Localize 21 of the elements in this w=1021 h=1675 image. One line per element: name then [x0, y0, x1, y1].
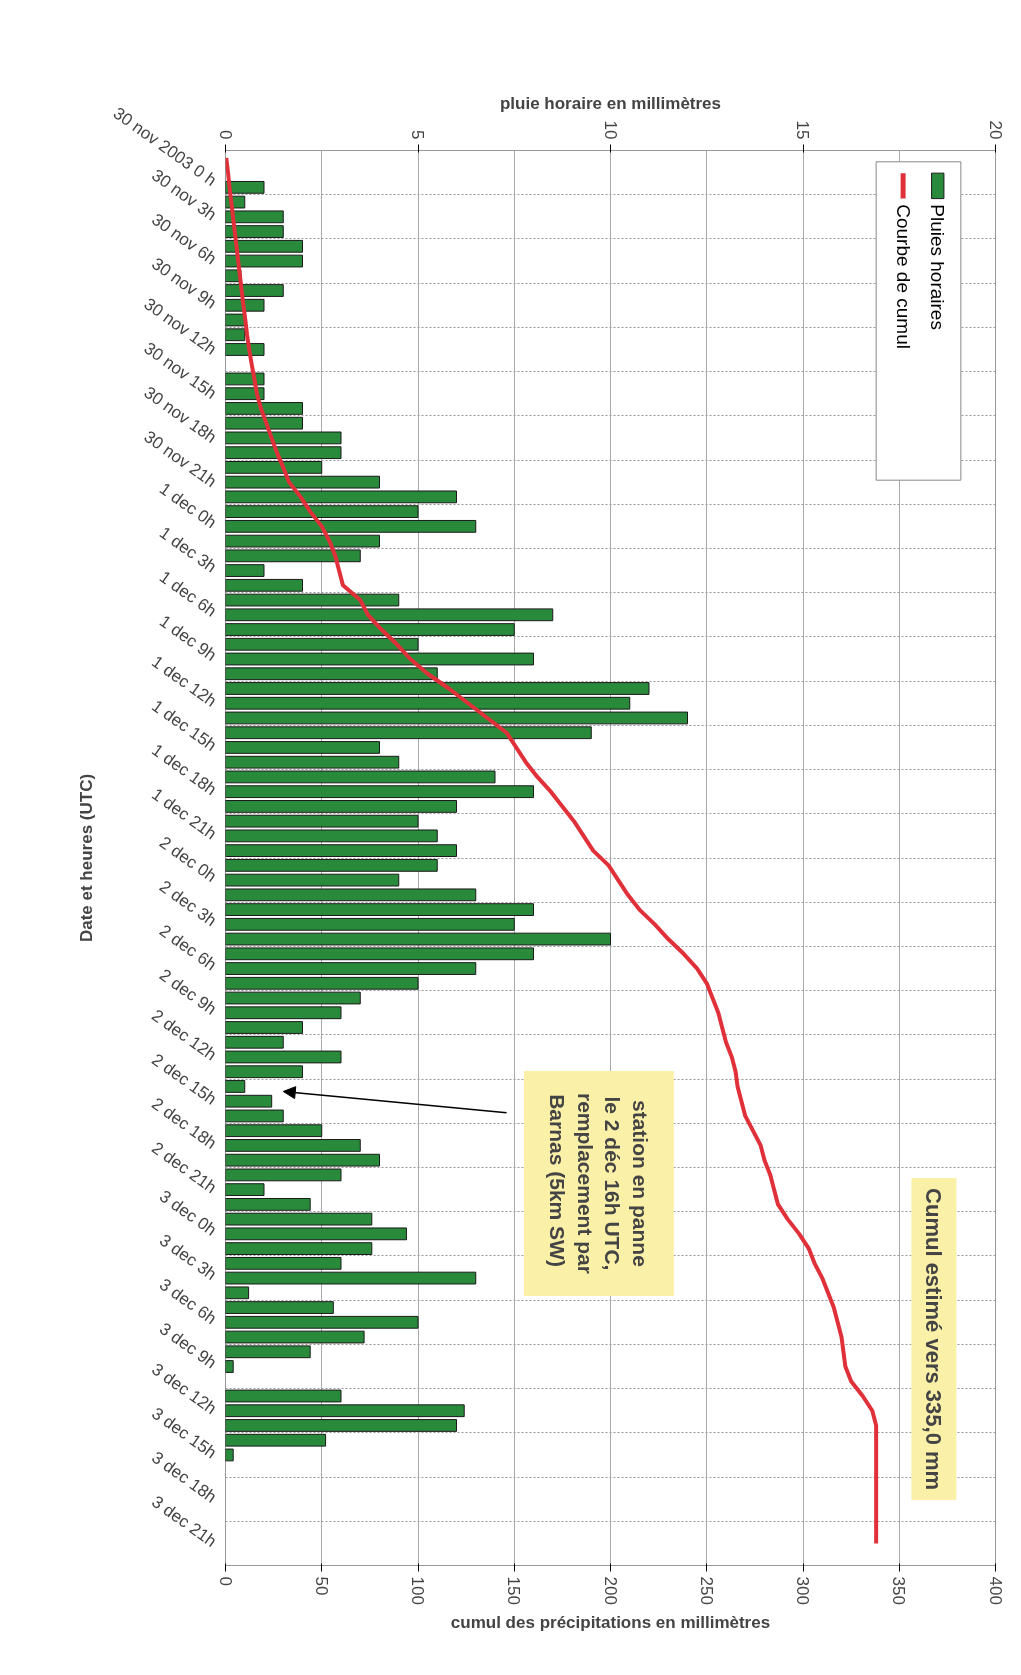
- x2-axis-title: pluie horaire en millimètres: [499, 93, 722, 113]
- x2-tick-label: 20: [985, 120, 1005, 140]
- x-tick-label: 200: [600, 1576, 620, 1605]
- x-tick-label: 50: [311, 1576, 331, 1596]
- legend-label: Pluies horaires: [927, 204, 949, 330]
- x-tick-label: 100: [408, 1576, 427, 1605]
- x2-tick-label: 15: [793, 120, 812, 140]
- x-tick-label: 300: [793, 1576, 812, 1605]
- x-tick-label: 250: [696, 1576, 716, 1605]
- x-tick-label: 400: [985, 1576, 1005, 1605]
- x2-tick-label: 0: [215, 130, 235, 140]
- x2-tick-label: 10: [600, 120, 620, 140]
- x-tick-label: 350: [889, 1576, 909, 1605]
- x2-tick-label: 5: [408, 130, 427, 140]
- y-axis-title: Date et heures (UTC): [77, 773, 97, 943]
- annotation: Cumul estimé vers 335,0 mm: [921, 1188, 947, 1491]
- annotation: station en panne le 2 déc 16h UTC, remplacement par Barnas (5km SW): [546, 1093, 652, 1274]
- x-tick-label: 0: [215, 1576, 235, 1586]
- x-axis-title: cumul des précipitations en millimètres: [450, 1612, 771, 1632]
- x-tick-label: 150: [504, 1576, 524, 1605]
- legend-label: Courbe de cumul: [892, 204, 914, 349]
